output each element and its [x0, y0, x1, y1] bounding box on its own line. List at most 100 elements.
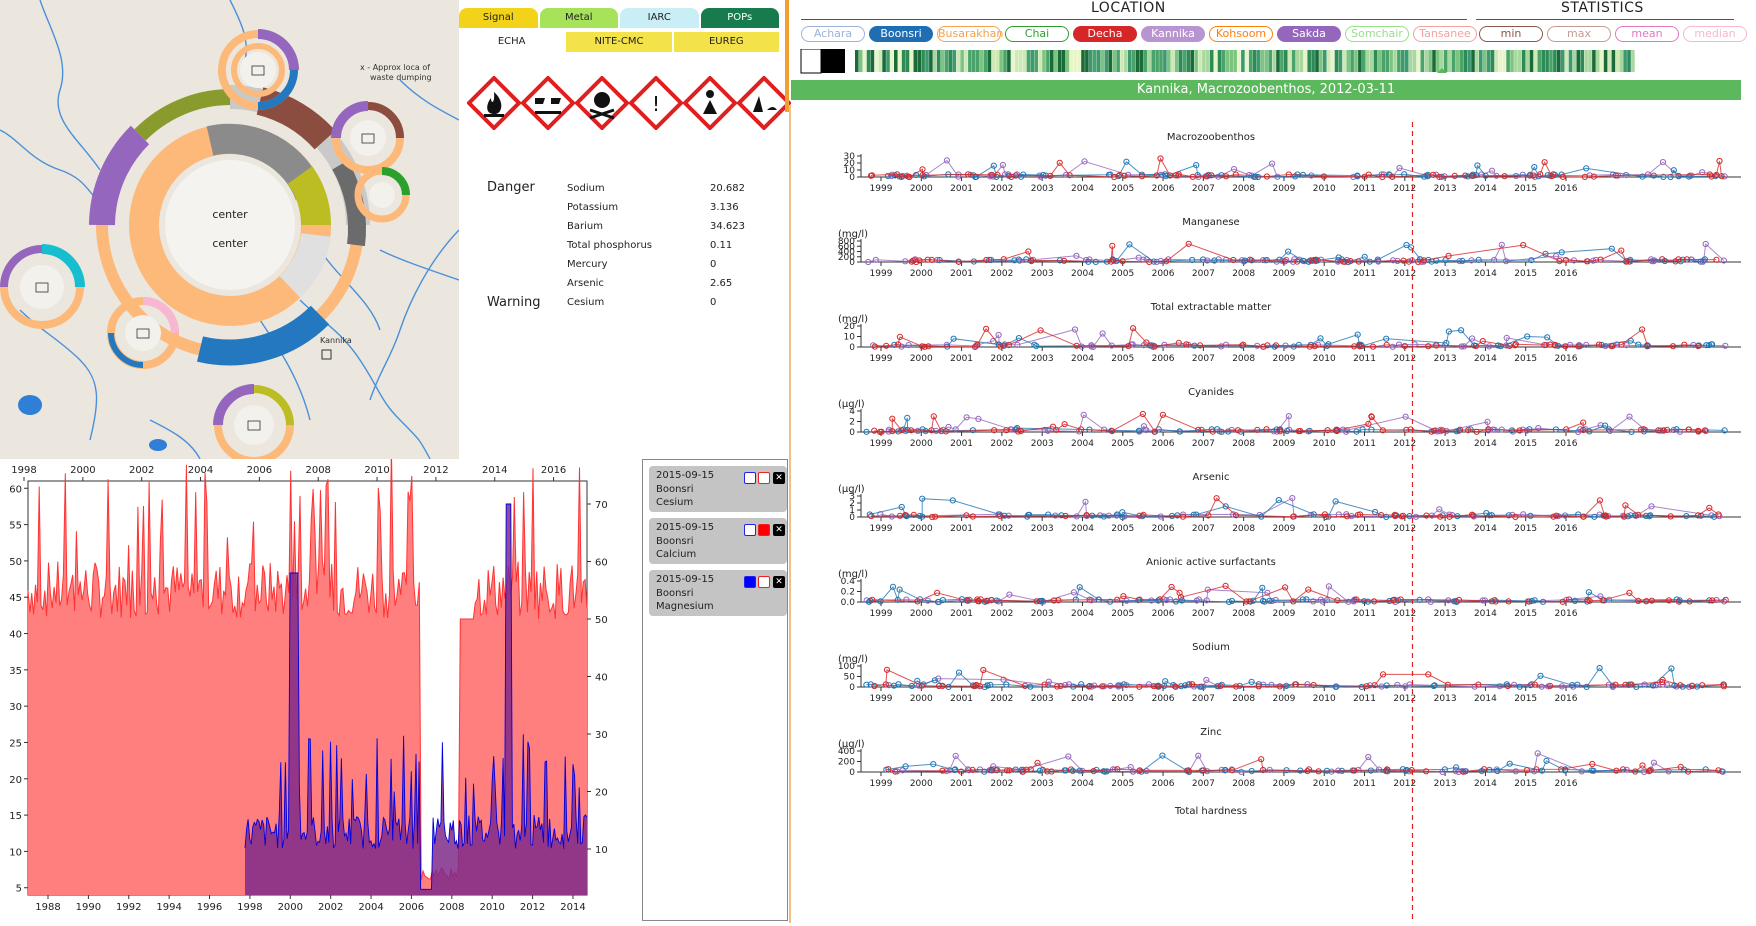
data-point[interactable] — [1311, 343, 1318, 350]
data-point[interactable] — [1623, 258, 1630, 265]
close-icon[interactable]: ✕ — [773, 524, 785, 536]
data-point[interactable] — [1590, 173, 1598, 180]
heat-cell[interactable] — [1541, 50, 1545, 72]
data-point[interactable] — [1185, 767, 1192, 774]
heat-cell[interactable] — [991, 50, 996, 72]
heat-cell[interactable] — [1065, 50, 1070, 72]
heat-cell[interactable] — [1436, 50, 1440, 72]
heat-cell[interactable] — [1490, 50, 1495, 72]
data-point[interactable] — [963, 414, 970, 421]
data-point[interactable] — [1198, 683, 1205, 690]
data-point[interactable] — [1368, 426, 1375, 433]
data-point[interactable] — [1303, 596, 1310, 603]
heat-cell[interactable] — [1443, 50, 1448, 72]
data-point[interactable] — [1099, 330, 1106, 337]
data-point[interactable] — [1353, 428, 1360, 435]
heat-cell[interactable] — [933, 50, 937, 72]
heat-cell[interactable] — [858, 50, 863, 72]
data-point[interactable] — [1191, 342, 1198, 349]
data-point[interactable] — [1720, 683, 1728, 690]
color-toggle-2[interactable] — [758, 576, 770, 588]
data-point[interactable] — [921, 343, 928, 350]
data-point[interactable] — [934, 589, 941, 596]
data-point[interactable] — [885, 766, 892, 773]
color-toggle-1[interactable] — [744, 524, 756, 536]
heat-cell[interactable] — [1463, 50, 1467, 72]
data-point[interactable] — [1531, 164, 1538, 171]
data-point[interactable] — [1006, 591, 1013, 598]
data-point[interactable] — [1146, 258, 1153, 265]
heat-cell[interactable] — [1521, 50, 1526, 72]
data-point[interactable] — [1379, 427, 1386, 434]
heat-cell[interactable] — [1599, 50, 1604, 72]
data-point[interactable] — [1136, 512, 1143, 519]
data-point[interactable] — [939, 682, 946, 690]
data-point[interactable] — [904, 414, 911, 421]
data-point[interactable] — [1225, 598, 1233, 605]
heat-cell[interactable] — [964, 50, 968, 72]
heat-cell[interactable] — [1252, 50, 1257, 72]
tab-iarc[interactable]: IARC — [620, 8, 699, 28]
data-point[interactable] — [1163, 597, 1170, 604]
data-point[interactable] — [1408, 767, 1415, 774]
heat-cell[interactable] — [1373, 50, 1378, 72]
data-point[interactable] — [1664, 426, 1671, 433]
heat-cell[interactable] — [999, 50, 1003, 72]
data-point[interactable] — [1076, 584, 1083, 591]
data-point[interactable] — [1685, 426, 1692, 433]
data-point[interactable] — [1017, 428, 1024, 435]
data-point[interactable] — [1356, 343, 1363, 350]
data-point[interactable] — [1437, 513, 1444, 520]
heat-cell[interactable] — [1533, 50, 1538, 72]
data-point[interactable] — [1045, 678, 1052, 685]
data-point[interactable] — [1197, 342, 1204, 349]
heat-cell[interactable] — [1338, 50, 1343, 72]
data-point[interactable] — [1058, 512, 1065, 519]
data-point[interactable] — [1123, 158, 1130, 165]
data-point[interactable] — [1077, 426, 1085, 433]
data-point[interactable] — [1000, 256, 1007, 263]
data-point[interactable] — [1484, 418, 1491, 425]
data-point[interactable] — [1583, 341, 1590, 348]
data-point[interactable] — [1608, 343, 1616, 350]
data-point[interactable] — [1071, 326, 1079, 333]
data-point[interactable] — [1488, 167, 1496, 174]
heat-cell[interactable] — [1451, 50, 1456, 72]
data-point[interactable] — [1626, 258, 1633, 265]
heat-cell[interactable] — [1615, 50, 1620, 72]
heat-cell[interactable] — [1155, 50, 1159, 72]
heat-cell[interactable] — [901, 50, 906, 72]
data-point[interactable] — [1548, 173, 1555, 180]
data-point[interactable] — [1512, 513, 1519, 520]
data-point[interactable] — [1195, 752, 1202, 759]
data-point[interactable] — [1371, 598, 1378, 605]
heat-cell[interactable] — [886, 50, 890, 72]
heat-cell[interactable] — [866, 50, 871, 72]
data-point[interactable] — [863, 681, 870, 688]
heat-cell[interactable] — [1030, 50, 1035, 72]
data-point[interactable] — [1230, 511, 1237, 518]
data-point[interactable] — [1083, 512, 1090, 519]
heat-cell[interactable] — [1358, 50, 1362, 72]
data-point[interactable] — [1420, 257, 1428, 264]
data-point[interactable] — [1260, 343, 1267, 350]
data-point[interactable] — [1312, 256, 1320, 263]
data-point[interactable] — [1632, 768, 1639, 775]
data-point[interactable] — [1716, 157, 1723, 165]
heat-cell[interactable] — [1334, 50, 1339, 72]
data-point[interactable] — [1073, 342, 1080, 349]
heat-cell[interactable] — [1576, 50, 1581, 72]
data-point[interactable] — [1622, 502, 1629, 509]
data-point[interactable] — [1114, 766, 1121, 773]
data-point[interactable] — [1189, 256, 1196, 264]
heat-cell[interactable] — [1182, 50, 1187, 72]
heat-cell[interactable] — [1276, 50, 1280, 72]
data-point[interactable] — [949, 497, 956, 504]
heat-cell[interactable] — [1217, 50, 1222, 72]
heat-cell[interactable] — [1627, 50, 1631, 72]
data-point[interactable] — [1590, 767, 1597, 774]
data-point[interactable] — [1162, 173, 1169, 180]
heat-cell[interactable] — [1545, 50, 1549, 72]
heat-cell[interactable] — [878, 50, 882, 72]
data-point[interactable] — [1618, 341, 1625, 348]
